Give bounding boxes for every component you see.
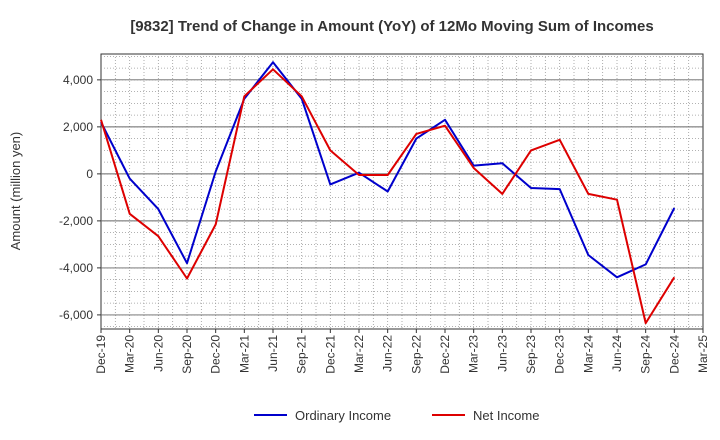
- x-tick-label: Jun-21: [266, 335, 280, 372]
- y-tick-label: 2,000: [63, 120, 93, 134]
- x-tick-label: Dec-22: [438, 335, 452, 374]
- x-tick-label: Mar-20: [123, 335, 137, 373]
- x-tick-label: Dec-23: [553, 335, 567, 374]
- x-tick-label: Mar-23: [467, 335, 481, 373]
- x-tick-label: Mar-22: [352, 335, 366, 373]
- series-line-net-income: [100, 68, 676, 325]
- grid-lines: [101, 54, 703, 329]
- x-tick-label: Sep-21: [295, 335, 309, 374]
- x-tick-label: Jun-23: [495, 335, 509, 372]
- x-tick-label: Mar-21: [237, 335, 251, 373]
- x-tick-label: Jun-24: [610, 335, 624, 372]
- x-tick-label: Dec-21: [323, 335, 337, 374]
- y-tick-label: 0: [86, 167, 93, 181]
- x-tick-label: Dec-24: [667, 335, 681, 374]
- y-tick-label: 4,000: [63, 73, 93, 87]
- legend: Ordinary Income Net Income: [254, 408, 539, 423]
- x-tick-label: Jun-22: [381, 335, 395, 372]
- x-tick-label: Sep-24: [639, 335, 653, 374]
- y-tick-label: -4,000: [59, 261, 93, 275]
- x-tick-label: Dec-19: [94, 335, 108, 374]
- series-lines: [100, 61, 676, 325]
- series-line-ordinary-income: [100, 61, 676, 279]
- x-tick-label: Sep-22: [409, 335, 423, 374]
- x-tick-label: Jun-20: [151, 335, 165, 372]
- y-tick-label: -6,000: [59, 308, 93, 322]
- chart-title: [9832] Trend of Change in Amount (YoY) o…: [130, 18, 653, 35]
- legend-label: Ordinary Income: [295, 408, 391, 423]
- x-axis-ticks: Dec-19 Mar-20 Jun-20 Sep-20 Dec-20 Mar-21 Jun-…: [94, 329, 710, 374]
- plot-area: [100, 53, 704, 330]
- x-tick-label: Sep-23: [524, 335, 538, 374]
- legend-label: Net Income: [473, 408, 539, 423]
- x-tick-label: Sep-20: [180, 335, 194, 374]
- x-tick-label: Mar-25: [696, 335, 710, 373]
- y-axis-ticks: 4,000 2,000 0 -2,000 -4,000 -6,000: [59, 73, 101, 322]
- x-tick-label: Mar-24: [581, 335, 595, 373]
- x-tick-label: Dec-20: [209, 335, 223, 374]
- y-tick-label: -2,000: [59, 214, 93, 228]
- y-axis-label: Amount (million yen): [8, 132, 23, 251]
